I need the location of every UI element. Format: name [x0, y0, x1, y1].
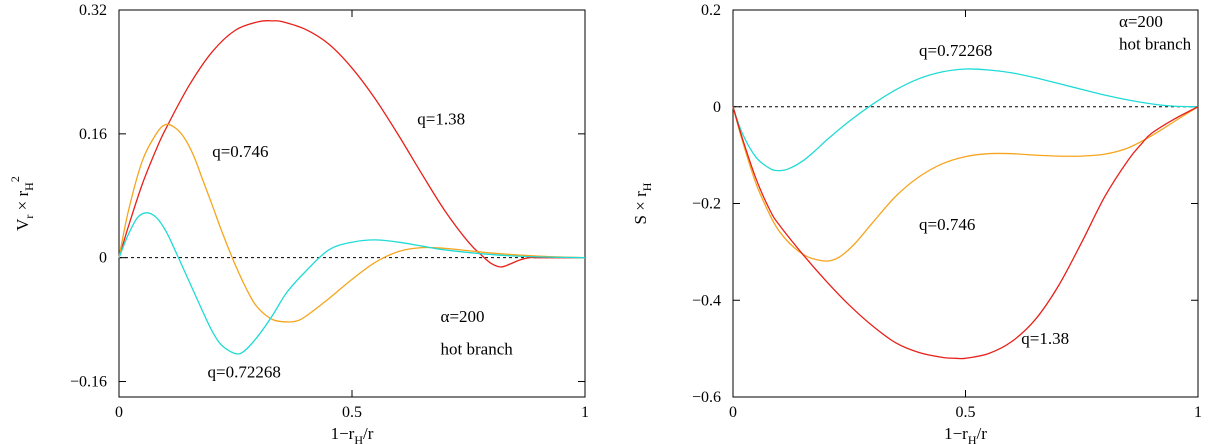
series-line-q-0-72268: [118, 212, 586, 355]
y-tick-label: 0: [99, 250, 107, 267]
series-line-q-1-38: [732, 106, 1199, 360]
x-tick-label: 0.5: [342, 404, 362, 421]
x-tick-label: 1: [581, 404, 589, 421]
y-axis-label-main: V: [13, 218, 32, 231]
plot-frame: [732, 9, 1199, 398]
annotation-text: α=200: [441, 307, 485, 326]
series-line-q-0-746: [118, 123, 586, 323]
annotation-text: hot branch: [1119, 35, 1192, 54]
y-tick-label: −0.2: [692, 196, 721, 213]
y-tick-label: 0.16: [79, 126, 107, 143]
annotation-text: α=200: [1119, 12, 1163, 31]
y-tick-label: −0.4: [692, 292, 721, 309]
series-line-q-0-72268: [732, 68, 1199, 172]
x-axis-label-sub: H: [968, 433, 977, 444]
y-axis-label-sub: H: [640, 182, 654, 191]
y-tick-label: 0: [713, 99, 721, 116]
series-label: q=0.746: [919, 215, 975, 234]
y-axis-label: S × rH: [631, 182, 654, 224]
x-axis-label: 1−rH/r: [944, 424, 987, 444]
x-tick-label: 0.5: [956, 404, 976, 421]
series-label: q=1.38: [1021, 329, 1069, 348]
y-axis-label-sub2: H: [22, 182, 36, 191]
x-axis-label-main: 1−r: [944, 424, 968, 443]
y-axis-label-sup: 2: [8, 176, 22, 182]
series-label: q=0.72268: [919, 41, 992, 60]
y-axis-label-main: S × r: [631, 191, 650, 225]
right-panel-s: 0 0.5 1−0.6−0.4−0.200.21−rH/rS × rHq=0.722…: [631, 2, 1202, 444]
x-axis-label-rest: /r: [363, 424, 374, 443]
y-axis-label-sub: r: [22, 215, 36, 219]
series-line-q-0-746: [732, 106, 1199, 262]
y-tick-label: −0.6: [692, 389, 721, 406]
x-axis-label-main: 1−r: [331, 424, 355, 443]
y-tick-label: 0.2: [701, 2, 721, 19]
series-label: q=0.746: [212, 142, 268, 161]
y-axis-label: Vr × rH2: [8, 176, 36, 231]
x-tick-label: 1: [1194, 404, 1202, 421]
x-axis-label-rest: /r: [977, 424, 988, 443]
y-tick-label: −0.16: [70, 374, 107, 391]
y-axis-label-mid: × r: [13, 190, 32, 214]
series-line-q-1-38: [118, 19, 585, 268]
x-tick-label: 0: [729, 404, 737, 421]
x-axis-label: 1−rH/r: [331, 424, 374, 444]
y-tick-label: 0.32: [79, 2, 107, 19]
x-tick-label: 0: [115, 404, 123, 421]
series-label: q=0.72268: [208, 363, 281, 382]
series-label: q=1.38: [417, 110, 465, 129]
annotation-text: hot branch: [441, 339, 514, 358]
x-axis-label-sub: H: [354, 433, 363, 444]
